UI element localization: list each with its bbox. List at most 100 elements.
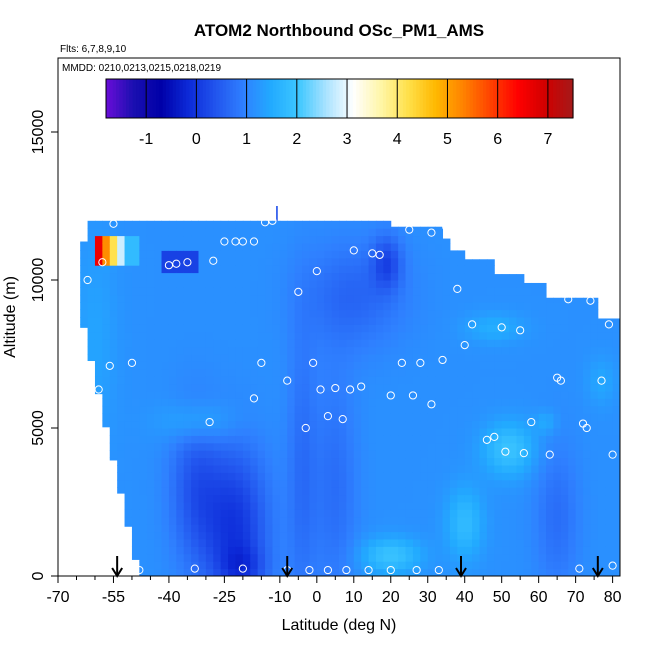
curtain-cell [109,442,118,451]
curtain-cell [124,324,133,333]
curtain-cell [161,243,170,251]
curtain-cell [80,294,89,303]
curtain-cell [205,398,214,407]
curtain-cell [272,516,281,525]
curtain-cell [383,354,392,362]
curtain-cell [486,391,495,399]
curtain-cell [405,280,414,288]
curtain-cell [117,442,126,451]
curtain-cell [590,502,599,510]
colorbar-segment [189,79,194,118]
curtain-cell [257,524,266,533]
curtain-cell [154,235,163,244]
colorbar-segment [559,79,564,118]
curtain-cell [146,428,155,436]
curtain-cell [331,420,340,429]
curtain-cell [198,450,207,459]
curtain-cell [213,324,222,333]
curtain-cell [87,250,96,259]
curtain-cell [346,228,355,237]
curtain-cell [457,457,466,466]
curtain-cell [412,487,421,496]
curtain-cell [390,546,399,555]
curtain-cell [257,546,266,555]
curtain-cell [553,331,562,340]
sample-point [345,385,355,394]
curtain-cell [220,391,229,399]
curtain-cell [235,361,244,370]
colorbar-segment [109,79,114,118]
colorbar-segment [569,79,574,118]
curtain-cell [486,309,495,318]
curtain-cell [242,457,251,466]
curtain-cell [102,339,111,348]
curtain-cell [405,553,414,562]
curtain-cell [346,309,355,318]
curtain-cell [420,509,429,518]
curtain-cell [250,294,259,303]
curtain-cell [265,346,273,355]
curtain-cell [294,368,303,377]
curtain-cell [339,450,347,459]
curtain-cell [250,457,259,466]
curtain-cell [257,509,266,518]
sample-point [386,565,395,575]
curtain-cell [287,339,296,348]
curtain-cell [575,354,584,362]
curtain-cell [368,398,377,407]
curtain-cell [146,457,155,466]
curtain-cell [183,243,192,251]
curtain-cell [442,354,451,362]
curtain-cell [257,383,266,392]
curtain-cell [168,516,177,525]
curtain-cell [131,487,140,496]
curtain-cell [316,280,325,288]
curtain-cell [183,317,192,325]
curtain-cell [583,509,591,518]
curtain-cell [568,457,577,466]
curtain-cell [198,553,207,562]
curtain-cell [583,398,591,407]
curtain-cell [546,494,554,503]
curtain-cell [213,383,222,392]
curtain-cell [309,487,318,496]
curtain-cell [213,435,222,444]
curtain-cell [509,413,517,422]
curtain-cell [575,391,584,399]
curtain-cell [449,294,458,303]
curtain-cell [279,250,288,259]
curtain-cell [161,339,170,348]
curtain-cell [375,546,384,555]
curtain-cell [479,420,488,429]
curtain-cell [383,502,392,510]
curtain-cell [435,465,444,473]
curtain-cell [568,428,577,436]
curtain-cell [309,561,318,570]
curtain-cell [168,376,177,385]
curtain-cell [597,531,606,540]
x-tick-label: 20 [382,589,400,606]
curtain-cell [361,243,370,251]
curtain-cell [486,494,495,503]
colorbar-segment [182,79,187,118]
curtain-cell [501,376,510,385]
curtain-cell [250,265,259,274]
curtain-cell [309,354,318,362]
curtain-cell [309,235,318,244]
curtain-cell [117,405,126,414]
curtain-cell [302,235,310,244]
colorbar-segment [456,79,461,118]
curtain-cell [131,391,140,399]
curtain-cell [279,339,288,348]
curtain-cell [523,398,532,407]
curtain-cell [242,287,251,296]
curtain-cell [531,479,540,488]
curtain-cell [279,302,288,311]
curtain-cell [494,487,503,496]
curtain-cell [553,324,562,333]
curtain-cell [612,516,620,525]
curtain-cell [265,302,273,311]
curtain-cell [353,265,362,274]
curtain-cell [265,257,273,266]
curtain-cell [198,502,207,510]
